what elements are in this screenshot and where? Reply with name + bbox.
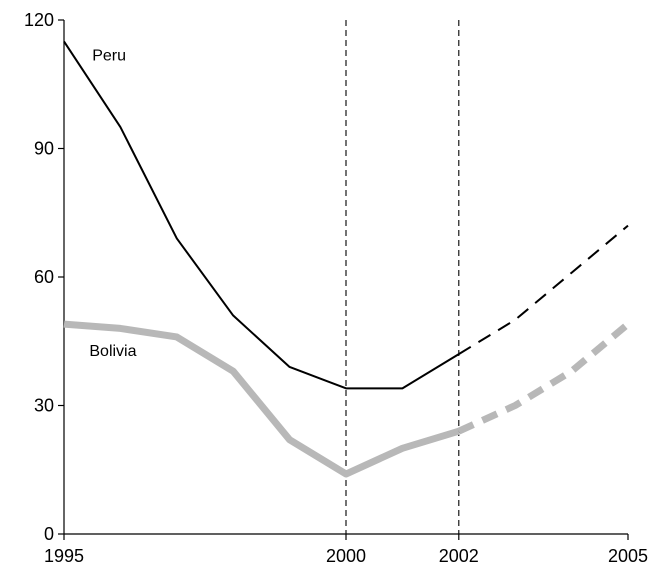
- axes: [63, 20, 628, 535]
- y-tick-label-0: 0: [44, 524, 54, 544]
- series-projection-bolivia: [457, 321, 631, 435]
- reference-lines: [345, 20, 460, 534]
- series: [63, 40, 631, 478]
- x-tick-label-2002: 2002: [439, 546, 479, 566]
- series-label-peru: Peru: [92, 48, 126, 65]
- axis-ticks: 0 30 60 90 120 1995 2000 2002 2005: [24, 10, 648, 566]
- y-tick-label-90: 90: [34, 139, 54, 159]
- y-tick-label-30: 30: [34, 396, 54, 416]
- x-tick-label-2000: 2000: [326, 546, 366, 566]
- y-tick-label-120: 120: [24, 10, 54, 30]
- x-tick-label-2005: 2005: [608, 546, 648, 566]
- series-projection-peru: [458, 224, 629, 355]
- series-labels: Peru Bolivia: [89, 48, 136, 361]
- y-tick-label-60: 60: [34, 267, 54, 287]
- series-label-bolivia: Bolivia: [89, 343, 136, 360]
- series-line-peru: [63, 40, 460, 390]
- x-tick-label-1995: 1995: [44, 546, 84, 566]
- series-line-bolivia: [63, 320, 460, 478]
